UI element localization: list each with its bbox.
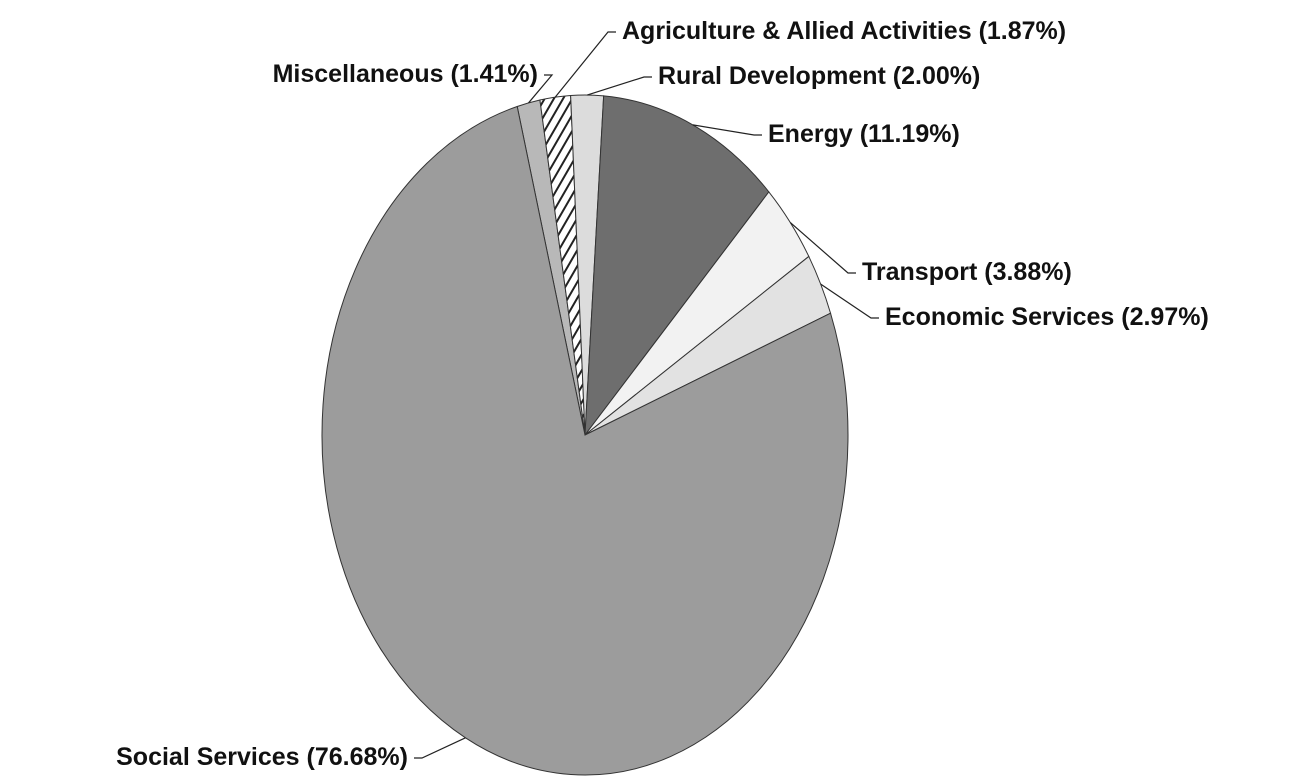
leader-line xyxy=(414,737,466,759)
slice-value-label: (3.88%) xyxy=(984,258,1072,286)
slice-value-label: (76.68%) xyxy=(307,743,408,771)
slice-category: Miscellaneous xyxy=(273,60,444,88)
slice-category: Economic Services xyxy=(885,303,1114,331)
slice-value-label: (1.41%) xyxy=(450,60,538,88)
slice-category: Energy xyxy=(768,120,853,148)
leader-line xyxy=(528,74,554,104)
slice-value-label: (2.97%) xyxy=(1121,303,1209,331)
slice-value-label: (11.19%) xyxy=(860,120,960,148)
slice-category: Transport xyxy=(862,258,978,286)
slice-label: Social Services (76.68%) xyxy=(116,743,408,771)
slice-label: Economic Services (2.97%) xyxy=(885,303,1209,331)
leader-line xyxy=(586,76,652,96)
slice-label: Transport (3.88%) xyxy=(862,258,1072,286)
slice-label: Rural Development (2.00%) xyxy=(658,62,980,90)
leader-line xyxy=(692,124,762,136)
slice-category: Social Services xyxy=(116,743,299,771)
slice-label: Agriculture & Allied Activities (1.87%) xyxy=(622,17,1066,45)
slice-value-label: (1.87%) xyxy=(979,17,1067,45)
slice-value-label: (2.00%) xyxy=(893,62,981,90)
slice-label: Energy (11.19%) xyxy=(768,120,960,148)
pie-slice xyxy=(321,105,849,776)
leader-line xyxy=(820,283,879,319)
slice-label: Miscellaneous (1.41%) xyxy=(273,60,538,88)
leader-line xyxy=(554,31,616,98)
slice-category: Agriculture & Allied Activities xyxy=(622,17,972,45)
pie-slice xyxy=(584,95,770,437)
leader-line xyxy=(789,222,856,274)
slice-category: Rural Development xyxy=(658,62,887,90)
